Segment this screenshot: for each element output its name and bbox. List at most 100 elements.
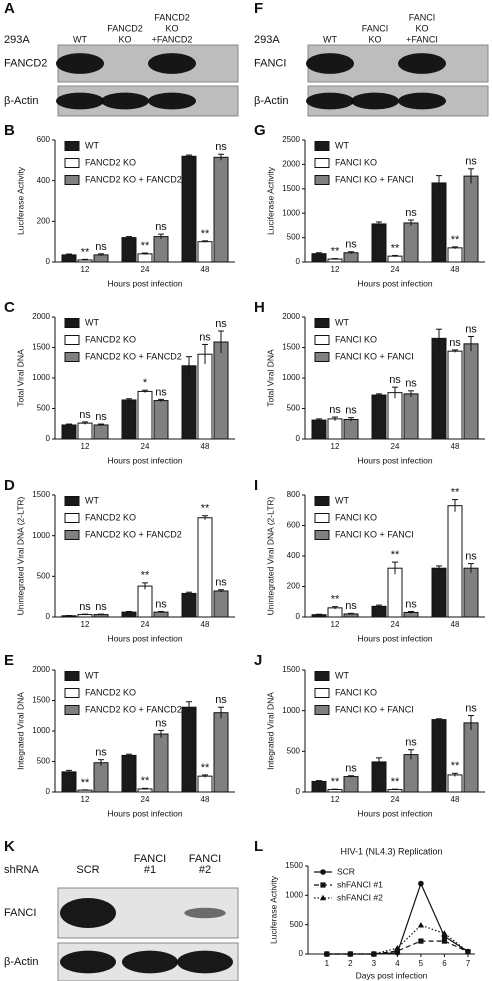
bar	[343, 418, 359, 440]
legend-swatch	[64, 335, 80, 345]
error-bar	[376, 604, 382, 608]
y-tick-label: 1500	[285, 861, 303, 870]
blot-band	[60, 950, 116, 974]
legend-swatch	[64, 352, 80, 362]
legend-label: WT	[335, 670, 349, 680]
legend-swatch	[314, 318, 330, 328]
y-axis-label: Total Viral DNA	[15, 349, 25, 407]
panel-letter: J	[254, 652, 262, 669]
bar	[463, 722, 479, 793]
legend-marker	[320, 869, 326, 875]
y-tick-label: 0	[299, 949, 304, 958]
legend-swatch	[314, 513, 330, 523]
significance-label: ns	[215, 577, 227, 589]
significance-label: ns	[155, 717, 167, 729]
bar	[153, 733, 169, 793]
legend-label: FANCD2 KO	[85, 512, 136, 522]
x-tick-label: 24	[391, 265, 400, 274]
error-bar	[408, 749, 414, 760]
bar	[447, 247, 463, 263]
legend-marker	[320, 882, 326, 888]
blot-header: 293A	[4, 34, 30, 46]
error-bar	[392, 561, 398, 575]
lane-label: KO	[368, 34, 381, 44]
legend-swatch	[64, 141, 80, 151]
y-tick-label: 400	[287, 551, 301, 560]
point	[441, 938, 448, 944]
error-bar	[186, 701, 192, 713]
legend-label: WT	[85, 495, 99, 505]
bar	[371, 761, 387, 793]
x-tick-label: 12	[331, 795, 340, 804]
error-bar	[218, 589, 224, 593]
error-bar	[332, 606, 338, 610]
significance-label: ns	[79, 409, 91, 421]
significance-label: ns	[95, 747, 107, 759]
lane-label: +FANCI	[406, 34, 438, 44]
legend-swatch	[64, 530, 80, 540]
error-bar	[408, 390, 414, 397]
significance-label: ns	[465, 551, 477, 563]
error-bar	[142, 389, 148, 393]
lane-label: FANCI	[362, 23, 389, 33]
error-bar	[98, 613, 104, 615]
error-bar	[468, 336, 474, 352]
legend-label: SCR	[337, 866, 355, 876]
x-tick-label: 48	[451, 265, 460, 274]
y-tick-label: 0	[46, 612, 51, 621]
y-tick-label: 400	[37, 176, 51, 185]
error-bar	[468, 715, 474, 731]
x-tick-label: 24	[141, 442, 150, 451]
y-axis-label: Luciferase Activity	[265, 166, 275, 235]
significance-label: **	[451, 760, 460, 772]
error-bar	[376, 221, 382, 226]
legend-swatch	[64, 671, 80, 681]
bar	[371, 605, 387, 618]
y-tick-label: 200	[287, 582, 301, 591]
y-tick-label: 1000	[285, 890, 303, 899]
y-tick-label: 800	[287, 490, 301, 499]
y-tick-label: 1500	[282, 343, 300, 352]
significance-label: ns	[449, 337, 461, 349]
lane-label: +FANCD2	[152, 34, 193, 44]
bar	[403, 393, 419, 440]
x-tick-label: 12	[81, 620, 90, 629]
x-axis-label: Hours post infection	[107, 278, 182, 288]
bar	[137, 585, 153, 618]
panel-letter: K	[4, 838, 15, 855]
bar	[431, 719, 447, 793]
error-bar	[392, 788, 398, 790]
bar	[431, 567, 447, 618]
legend-label: WT	[335, 317, 349, 327]
bar	[327, 418, 343, 440]
error-bar	[142, 787, 148, 790]
significance-label: **	[391, 776, 400, 788]
error-bar	[142, 252, 148, 255]
panel-letter: E	[4, 652, 14, 669]
x-axis-label: Hours post infection	[357, 633, 432, 643]
legend-label: FANCD2 KO	[85, 157, 136, 167]
blot-band	[398, 53, 446, 74]
y-tick-label: 0	[296, 612, 301, 621]
legend-label: FANCD2 KO	[85, 687, 136, 697]
lane-label: KO	[415, 23, 428, 33]
significance-label: ns	[329, 404, 341, 416]
significance-label: **	[331, 776, 340, 788]
panel-letter: F	[254, 0, 263, 17]
bar	[61, 424, 77, 440]
x-tick-label: 48	[201, 795, 210, 804]
error-bar	[218, 153, 224, 161]
x-tick-label: 48	[201, 265, 210, 274]
panel-letter: G	[254, 122, 266, 139]
point	[417, 921, 425, 928]
error-bar	[98, 253, 104, 256]
y-tick-label: 1000	[32, 726, 50, 735]
bar	[431, 182, 447, 263]
error-bar	[66, 253, 72, 256]
error-bar	[126, 398, 132, 402]
significance-label: ns	[155, 386, 167, 398]
y-tick-label: 2000	[282, 160, 300, 169]
error-bar	[98, 759, 104, 766]
significance-label: ns	[405, 378, 417, 390]
significance-label: **	[451, 486, 460, 498]
